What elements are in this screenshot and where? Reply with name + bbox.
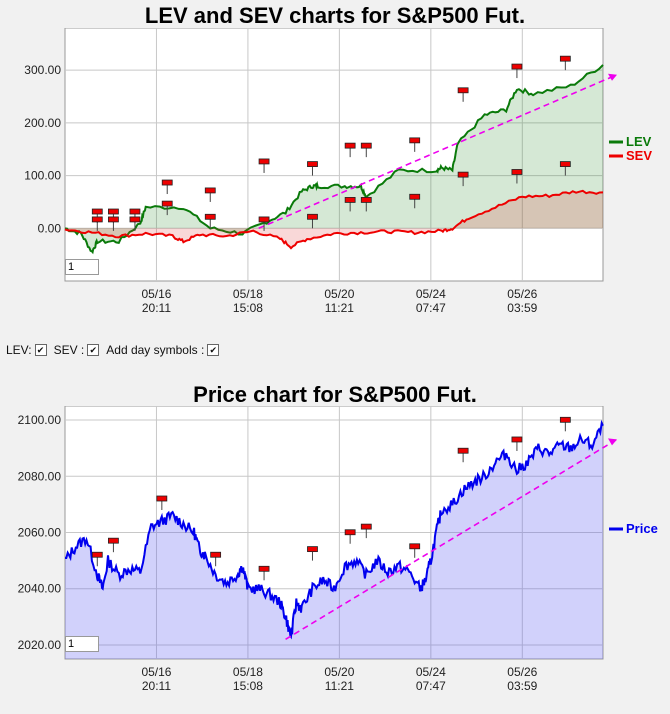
x-tick-time: 07:47 — [416, 301, 446, 315]
day-marker-flag — [91, 551, 103, 558]
trendline — [258, 73, 618, 230]
day-marker-flag — [307, 213, 318, 220]
x-tick-time: 20:11 — [142, 301, 171, 315]
x-tick-date: 05/20 — [324, 287, 354, 301]
x-tick-date: 05/26 — [507, 665, 537, 679]
series-area-sev — [65, 190, 603, 249]
x-tick-time: 15:08 — [233, 679, 263, 693]
day-marker-flag — [344, 529, 356, 536]
y-tick-label: 200.00 — [24, 116, 61, 130]
y-tick-label: 2020.00 — [18, 638, 62, 652]
sev-checkbox[interactable]: ✔ — [87, 344, 100, 356]
legend-label-sev: SEV — [626, 148, 652, 163]
day-marker-flag — [161, 179, 173, 186]
day-marker-flag — [129, 208, 141, 215]
series-line-lev — [64, 64, 604, 255]
day-marker-flag — [258, 565, 270, 572]
day-marker-flag — [360, 197, 372, 203]
day-marker-flag — [511, 63, 523, 70]
x-tick-date: 05/24 — [416, 665, 446, 679]
day-marker-flag — [511, 436, 523, 443]
sev-toggle-label: SEV : — [53, 343, 85, 357]
day-marker-flag — [258, 158, 270, 165]
day-marker-flag — [457, 447, 469, 454]
day-marker-flag — [511, 169, 523, 175]
x-tick-date: 05/16 — [141, 287, 171, 301]
chart-title-price: Price chart for S&P500 Fut. — [193, 382, 477, 407]
day-marker-flag — [108, 208, 119, 215]
x-tick-time: 07:47 — [416, 679, 446, 693]
day-marker-flag — [457, 87, 469, 94]
price-chart-input[interactable] — [65, 636, 99, 652]
trendline-arrowhead — [608, 438, 617, 446]
series-area-price — [65, 423, 603, 659]
day-marker-flag — [559, 161, 571, 167]
day-marker-flag — [129, 216, 141, 223]
legend-label-price: Price — [626, 521, 658, 536]
day-marker-flag — [258, 216, 270, 223]
chart-controls: LEV: ✔ SEV : ✔ Add day symbols : ✔ — [6, 343, 223, 357]
lev-toggle-label: LEV: — [6, 343, 32, 357]
chart-title-lev-sev: LEV and SEV charts for S&P500 Fut. — [144, 3, 526, 28]
day-marker-flag — [108, 216, 119, 223]
legend-label-lev: LEV — [626, 134, 652, 149]
x-tick-time: 03:59 — [507, 301, 537, 315]
x-tick-time: 03:59 — [507, 679, 537, 693]
x-tick-date: 05/16 — [141, 665, 171, 679]
day-marker-flag — [360, 523, 372, 530]
day-marker-flag — [161, 200, 173, 207]
day-marker-flag — [457, 171, 469, 178]
day-marker-flag — [344, 142, 356, 149]
day-symbols-label: Add day symbols : — [106, 343, 205, 357]
series-line-sev — [64, 189, 604, 250]
price-chart: 2100.00 2080.00 2060.00 2040.00 2020.00 05/16… — [18, 406, 658, 693]
day-marker-flag — [559, 416, 571, 423]
day-marker-flag — [409, 137, 421, 144]
trendline — [285, 438, 618, 641]
y-tick-label: 2100.00 — [18, 413, 62, 427]
day-marker-flag — [204, 187, 216, 194]
day-marker-flag — [409, 543, 421, 550]
day-marker-flag — [307, 161, 318, 167]
day-marker-flag — [91, 208, 103, 215]
series-area-lev — [65, 64, 603, 253]
x-tick-date: 05/18 — [233, 287, 263, 301]
day-marker-flag — [344, 197, 356, 203]
day-marker-flag — [108, 537, 119, 544]
y-tick-label: 2060.00 — [18, 526, 62, 540]
day-marker-flag — [307, 546, 318, 553]
day-marker-flag — [210, 551, 222, 558]
x-tick-time: 20:11 — [142, 679, 171, 693]
x-tick-date: 05/20 — [324, 665, 354, 679]
x-tick-time: 15:08 — [233, 301, 263, 315]
series-line-price — [65, 419, 604, 640]
y-tick-label: 300.00 — [24, 63, 61, 77]
day-marker-flag — [204, 213, 216, 220]
y-tick-label: 2080.00 — [18, 469, 62, 483]
day-marker-flag — [409, 193, 421, 200]
day-marker-flag — [156, 495, 168, 502]
lev-checkbox[interactable]: ✔ — [34, 344, 47, 356]
x-tick-date: 05/26 — [507, 287, 537, 301]
day-marker-flag — [91, 216, 103, 223]
trendline-arrowhead — [608, 73, 617, 81]
x-tick-date: 05/18 — [233, 665, 263, 679]
day-symbols-checkbox[interactable]: ✔ — [207, 344, 220, 356]
x-tick-date: 05/24 — [416, 287, 446, 301]
day-marker-flag — [360, 142, 372, 149]
y-tick-label: 100.00 — [24, 169, 61, 183]
y-tick-label: 2040.00 — [18, 582, 62, 596]
x-tick-time: 11:21 — [325, 679, 354, 693]
day-marker-flag — [559, 55, 571, 62]
x-tick-time: 11:21 — [325, 301, 354, 315]
lev-chart-input[interactable] — [65, 259, 99, 275]
y-tick-label: 0.00 — [38, 221, 62, 235]
